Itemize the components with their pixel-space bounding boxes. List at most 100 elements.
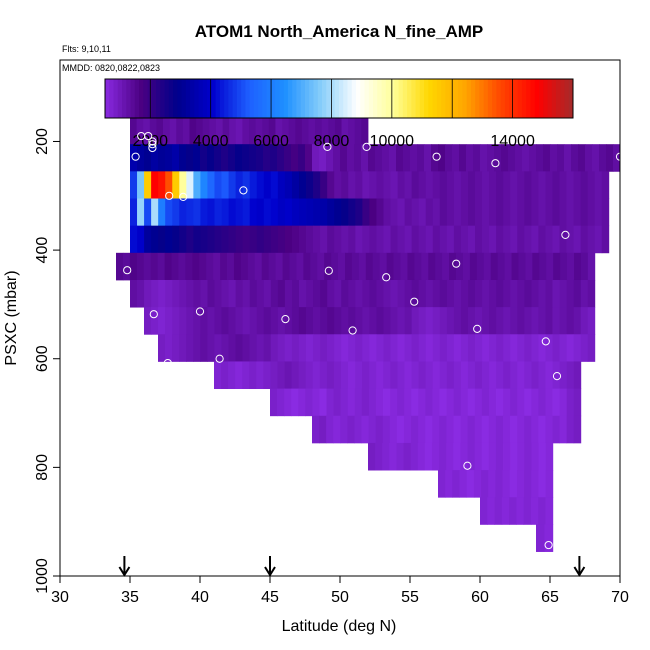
heatmap-cell <box>295 117 303 145</box>
heatmap-cell <box>510 225 518 254</box>
heatmap-cell <box>467 334 476 362</box>
heatmap-cell <box>242 171 251 199</box>
heatmap-cell <box>517 198 525 227</box>
heatmap-cell <box>255 117 263 145</box>
colorbar-swatch <box>496 79 502 118</box>
colorbar-swatch <box>292 79 297 118</box>
heatmap-cell <box>344 252 353 281</box>
heatmap-cell <box>587 279 596 308</box>
heatmap-cell <box>489 171 497 199</box>
heatmap-cell <box>263 334 272 362</box>
colorbar-swatch <box>368 79 374 118</box>
heatmap-cell <box>130 117 138 145</box>
heatmap-cell <box>538 442 547 471</box>
heatmap-cell <box>315 117 323 145</box>
colorbar-swatch <box>105 79 110 118</box>
heatmap-cell <box>545 470 554 498</box>
heatmap-cell <box>389 415 398 444</box>
heatmap-cell <box>268 117 276 145</box>
heatmap-cell <box>214 198 222 227</box>
heatmap-cell <box>496 388 504 417</box>
heatmap-cell <box>580 171 589 199</box>
heatmap-cell <box>545 442 554 471</box>
heatmap-cell <box>539 252 547 281</box>
heatmap-cell <box>482 361 490 390</box>
colorbar-swatch <box>364 79 370 118</box>
heatmap-cell <box>432 198 441 227</box>
heatmap-cell <box>489 361 497 390</box>
heatmap-cell <box>573 225 582 254</box>
heatmap-cell <box>530 497 539 525</box>
heatmap-cell <box>510 171 518 199</box>
heatmap-cell <box>341 307 349 335</box>
heatmap-cell <box>214 171 222 199</box>
heatmap-cell <box>421 252 429 281</box>
colorbar-swatch <box>547 79 553 118</box>
heatmap-cell <box>460 388 469 417</box>
data-point <box>163 358 172 368</box>
heatmap-cell <box>143 252 152 281</box>
heatmap-cell <box>306 279 314 308</box>
colorbar-swatch <box>555 79 561 118</box>
heatmap-cell <box>291 225 300 254</box>
colorbar-swatch <box>245 79 251 118</box>
heatmap-cell <box>341 198 349 227</box>
heatmap-cell <box>475 334 483 362</box>
heatmap-cell <box>355 307 363 335</box>
heatmap-cell <box>545 497 554 525</box>
heatmap-cell <box>567 252 575 281</box>
heatmap-cell <box>317 252 325 281</box>
heatmap-cell <box>263 144 271 172</box>
colorbar-swatch <box>339 79 344 118</box>
heatmap-cell <box>424 442 433 471</box>
heatmap-cell <box>386 252 394 281</box>
heatmap-cell <box>553 252 561 281</box>
heatmap-cell <box>172 225 180 254</box>
heatmap-cell <box>150 252 159 281</box>
heatmap-cell <box>552 415 560 444</box>
x-tick-label: 70 <box>611 589 629 606</box>
heatmap-cell <box>552 334 560 362</box>
heatmap-cell <box>503 334 511 362</box>
colorbar-swatch <box>300 79 306 118</box>
heatmap-cell <box>369 361 377 390</box>
heatmap-cell <box>411 279 420 308</box>
heatmap-cell <box>249 361 257 390</box>
heatmap-cell <box>438 144 446 172</box>
heatmap-cell <box>130 279 138 308</box>
heatmap-cell <box>284 144 292 172</box>
heatmap-cell <box>249 144 257 172</box>
heatmap-cell <box>207 307 215 335</box>
heatmap-cell <box>277 334 286 362</box>
heatmap-cell <box>179 198 187 227</box>
heatmap-cell <box>529 144 537 172</box>
heatmap-cell <box>151 307 159 335</box>
heatmap-cell <box>474 361 483 390</box>
heatmap-cell <box>473 144 481 172</box>
heatmap-cell <box>235 334 243 362</box>
heatmap-cell <box>431 442 440 471</box>
heatmap-cell <box>158 144 166 172</box>
heatmap-cell <box>544 524 554 552</box>
heatmap-cell <box>435 252 443 281</box>
heatmap-cell <box>169 117 177 145</box>
x-tick-label: 55 <box>401 589 419 606</box>
heatmap-cell <box>571 144 579 172</box>
heatmap-cell <box>545 279 553 308</box>
heatmap-cell <box>460 171 469 199</box>
heatmap-cell <box>355 171 363 199</box>
heatmap-cell <box>475 279 483 308</box>
colorbar-swatch <box>156 79 161 118</box>
heatmap-cell <box>200 279 208 308</box>
data-point <box>552 372 562 381</box>
heatmap-cell <box>468 307 476 335</box>
heatmap-cell <box>476 252 485 281</box>
heatmap-cell <box>503 198 511 227</box>
heatmap-cell <box>306 198 314 227</box>
heatmap-cell <box>368 388 377 417</box>
heatmap-cell <box>550 144 558 172</box>
heatmap-cell <box>130 171 138 199</box>
colorbar-swatch <box>551 79 557 118</box>
heatmap-cell <box>517 225 525 254</box>
colorbar-swatch <box>202 79 208 118</box>
